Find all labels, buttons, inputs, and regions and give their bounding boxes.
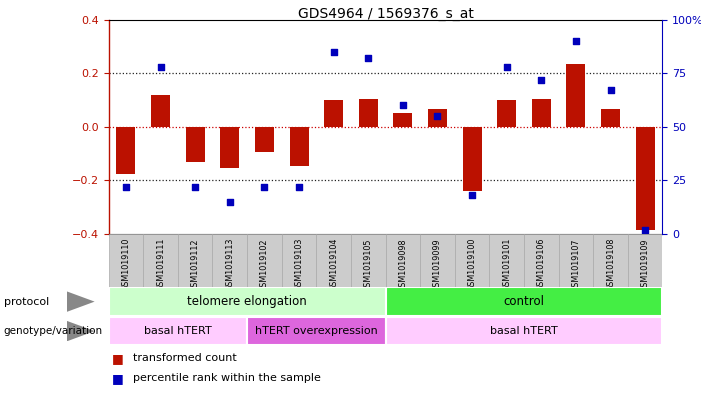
Point xyxy=(571,38,582,44)
Point xyxy=(294,184,305,190)
Point xyxy=(501,64,512,70)
Text: GSM1019110: GSM1019110 xyxy=(121,238,130,292)
Text: GSM1019104: GSM1019104 xyxy=(329,238,338,292)
Point xyxy=(121,184,132,190)
Text: GSM1019101: GSM1019101 xyxy=(502,238,511,292)
Polygon shape xyxy=(67,291,95,312)
Point xyxy=(259,184,270,190)
Text: GSM1019103: GSM1019103 xyxy=(294,238,304,292)
Bar xyxy=(636,127,655,230)
Bar xyxy=(524,234,559,287)
Bar xyxy=(566,64,585,127)
Bar xyxy=(393,113,412,127)
Text: GSM1019098: GSM1019098 xyxy=(398,238,407,292)
Point xyxy=(397,102,409,108)
Text: protocol: protocol xyxy=(4,297,49,307)
Text: GSM1019112: GSM1019112 xyxy=(191,238,200,292)
Text: GSM1019105: GSM1019105 xyxy=(364,238,373,292)
Text: basal hTERT: basal hTERT xyxy=(144,326,212,336)
Bar xyxy=(593,234,628,287)
Bar xyxy=(212,234,247,287)
Text: ■: ■ xyxy=(112,352,124,365)
Bar xyxy=(109,287,386,316)
Bar xyxy=(186,127,205,162)
Bar xyxy=(116,127,135,174)
Point xyxy=(466,192,477,198)
Bar xyxy=(220,127,239,168)
Text: GSM1019102: GSM1019102 xyxy=(260,238,269,292)
Bar xyxy=(386,234,420,287)
Text: percentile rank within the sample: percentile rank within the sample xyxy=(133,373,321,384)
Point xyxy=(224,198,236,205)
Point xyxy=(189,184,200,190)
Text: GSM1019099: GSM1019099 xyxy=(433,238,442,292)
Point xyxy=(432,113,443,119)
Bar xyxy=(282,234,316,287)
Text: ■: ■ xyxy=(112,372,124,385)
Point xyxy=(639,226,651,233)
Bar xyxy=(247,234,282,287)
Text: telomere elongation: telomere elongation xyxy=(187,295,307,308)
Bar xyxy=(463,127,482,191)
Text: GSM1019100: GSM1019100 xyxy=(468,238,477,292)
Bar xyxy=(420,234,455,287)
Polygon shape xyxy=(67,321,95,342)
Bar xyxy=(359,99,378,127)
Text: GSM1019111: GSM1019111 xyxy=(156,238,165,292)
Text: GSM1019109: GSM1019109 xyxy=(641,238,650,292)
Text: genotype/variation: genotype/variation xyxy=(4,326,102,336)
Text: GDS4964 / 1569376_s_at: GDS4964 / 1569376_s_at xyxy=(298,7,473,21)
Text: GSM1019113: GSM1019113 xyxy=(225,238,234,292)
Bar xyxy=(316,234,351,287)
Bar xyxy=(628,234,662,287)
Bar xyxy=(455,234,489,287)
Bar xyxy=(151,95,170,127)
Text: transformed count: transformed count xyxy=(133,353,237,364)
Bar xyxy=(601,109,620,127)
Text: hTERT overexpression: hTERT overexpression xyxy=(255,326,378,336)
Text: GSM1019106: GSM1019106 xyxy=(537,238,546,292)
Bar xyxy=(351,234,386,287)
Bar xyxy=(532,99,551,127)
Bar xyxy=(489,234,524,287)
Text: GSM1019108: GSM1019108 xyxy=(606,238,615,292)
Bar xyxy=(497,100,516,127)
Bar xyxy=(386,317,662,345)
Bar xyxy=(386,287,662,316)
Point xyxy=(536,77,547,83)
Bar xyxy=(178,234,212,287)
Bar xyxy=(559,234,593,287)
Point xyxy=(155,64,166,70)
Bar xyxy=(143,234,178,287)
Point xyxy=(605,87,616,94)
Text: control: control xyxy=(503,295,545,308)
Bar xyxy=(109,317,247,345)
Bar xyxy=(324,100,343,127)
Bar xyxy=(109,234,143,287)
Bar xyxy=(290,127,308,165)
Text: GSM1019107: GSM1019107 xyxy=(571,238,580,292)
Point xyxy=(328,49,339,55)
Text: basal hTERT: basal hTERT xyxy=(490,326,558,336)
Bar xyxy=(247,317,386,345)
Bar xyxy=(255,127,274,152)
Point xyxy=(362,55,374,61)
Bar xyxy=(428,109,447,127)
